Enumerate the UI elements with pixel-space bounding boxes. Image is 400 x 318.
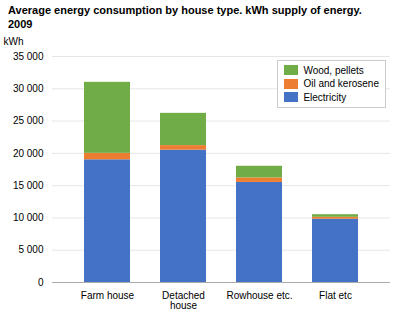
svg-text:0: 0: [38, 276, 44, 287]
svg-text:35 000: 35 000: [13, 50, 44, 61]
svg-text:20 000: 20 000: [13, 147, 44, 158]
svg-text:30 000: 30 000: [13, 82, 44, 93]
html-text:Electricity: Electricity: [303, 91, 347, 103]
svg-text:Flat etc: Flat etc: [319, 289, 352, 300]
html-text:Oil and kerosene: Oil and kerosene: [303, 78, 379, 89]
svg-text:5 000: 5 000: [18, 244, 43, 255]
svg-text:15 000: 15 000: [13, 179, 44, 190]
svg-text:Detachedhouse: Detachedhouse: [162, 289, 205, 310]
html-text:Average energy consumption by: Average energy consumption by house type…: [8, 4, 362, 16]
html-text:2009: 2009: [8, 17, 33, 30]
svg-text:Farm house: Farm house: [81, 289, 135, 300]
html-text:Wood, pellets: Wood, pellets: [303, 64, 364, 76]
svg-text:Rowhouse etc.: Rowhouse etc.: [226, 289, 292, 300]
svg-text:25 000: 25 000: [13, 115, 44, 126]
svg-text:10 000: 10 000: [13, 212, 44, 223]
svg-text:kWh: kWh: [4, 35, 24, 46]
